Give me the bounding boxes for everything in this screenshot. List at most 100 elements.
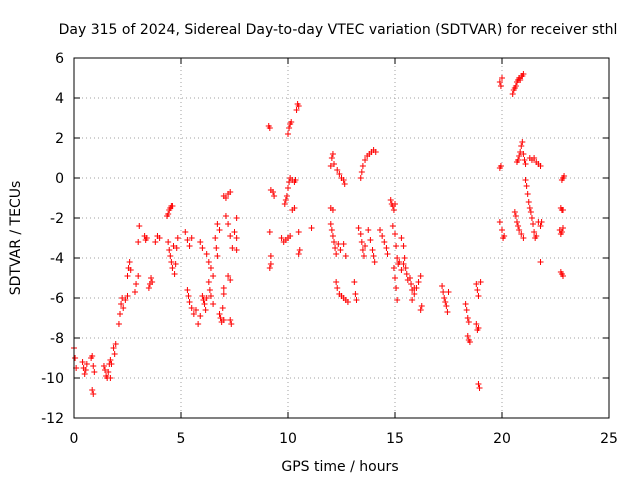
data-point [333, 251, 340, 257]
data-point [443, 303, 450, 309]
data-point [228, 321, 235, 327]
data-point [184, 287, 191, 293]
data-point [166, 247, 173, 253]
data-point [383, 245, 390, 251]
data-points [71, 71, 568, 397]
data-point [515, 157, 522, 163]
data-point [286, 125, 293, 131]
data-point [149, 279, 156, 285]
data-point [559, 207, 566, 213]
x-tick-label: 10 [279, 431, 297, 447]
data-point [329, 207, 336, 213]
data-point [267, 261, 274, 267]
data-point [283, 193, 290, 199]
data-point [531, 155, 538, 161]
data-point [117, 311, 124, 317]
data-point [295, 103, 302, 109]
data-point [331, 239, 338, 245]
y-tick-label: -6 [50, 291, 64, 307]
data-point [401, 255, 408, 261]
data-point [336, 171, 343, 177]
data-point [442, 299, 449, 305]
data-point [352, 291, 359, 297]
data-point [122, 297, 129, 303]
data-point [171, 271, 178, 277]
data-point [165, 239, 172, 245]
y-tick-label: 6 [55, 51, 64, 67]
data-point [393, 285, 400, 291]
data-point [108, 361, 115, 367]
data-point [501, 233, 508, 239]
data-point [418, 303, 425, 309]
data-point [362, 157, 369, 163]
data-point [227, 317, 234, 323]
data-point [518, 143, 525, 149]
x-tick-label: 15 [386, 431, 404, 447]
data-point [357, 231, 364, 237]
data-point [531, 229, 538, 235]
data-point [220, 291, 227, 297]
data-point [394, 255, 401, 261]
data-point [331, 161, 338, 167]
data-point [292, 177, 299, 183]
data-point [220, 317, 227, 323]
data-point [516, 153, 523, 159]
data-point [466, 339, 473, 345]
data-point [296, 247, 303, 253]
data-point [341, 181, 348, 187]
data-point [282, 197, 289, 203]
data-point [195, 321, 202, 327]
data-point [89, 387, 96, 393]
data-point [537, 163, 544, 169]
data-point [377, 227, 384, 233]
data-point [538, 219, 545, 225]
data-point [156, 235, 163, 241]
data-point [327, 221, 334, 227]
data-point [148, 275, 155, 281]
data-point [107, 375, 114, 381]
data-point [387, 197, 394, 203]
data-point [394, 297, 401, 303]
data-point [167, 253, 174, 259]
data-point [205, 259, 212, 265]
data-point [474, 287, 481, 293]
data-point [266, 125, 273, 131]
data-point [227, 233, 234, 239]
tick-marks [73, 57, 610, 419]
x-tick-labels: 0 5 10 15 20 25 [70, 431, 618, 447]
data-point [464, 333, 471, 339]
data-point [360, 253, 367, 259]
data-point [353, 297, 360, 303]
data-point [205, 279, 212, 285]
y-tick-label: -12 [41, 411, 64, 427]
data-point [398, 267, 405, 273]
y-tick-label: -4 [50, 251, 64, 267]
data-point [291, 205, 298, 211]
data-point [335, 241, 342, 247]
data-point [515, 223, 522, 229]
data-point [344, 299, 351, 305]
data-point [288, 119, 295, 125]
data-point [111, 351, 118, 357]
data-point [516, 227, 523, 233]
data-point [351, 279, 358, 285]
data-point [203, 251, 210, 257]
data-point [475, 381, 482, 387]
data-point [475, 325, 482, 331]
data-point [512, 213, 519, 219]
data-point [174, 235, 181, 241]
data-point [143, 235, 150, 241]
data-point [271, 193, 278, 199]
data-point [120, 305, 127, 311]
data-point [340, 241, 347, 247]
data-point [285, 185, 291, 191]
data-point [390, 265, 397, 271]
data-point [528, 215, 535, 221]
data-point [182, 229, 189, 235]
data-point [90, 363, 97, 369]
data-point [340, 177, 347, 183]
data-point [135, 273, 142, 279]
data-point [200, 297, 207, 303]
data-point [369, 247, 376, 253]
